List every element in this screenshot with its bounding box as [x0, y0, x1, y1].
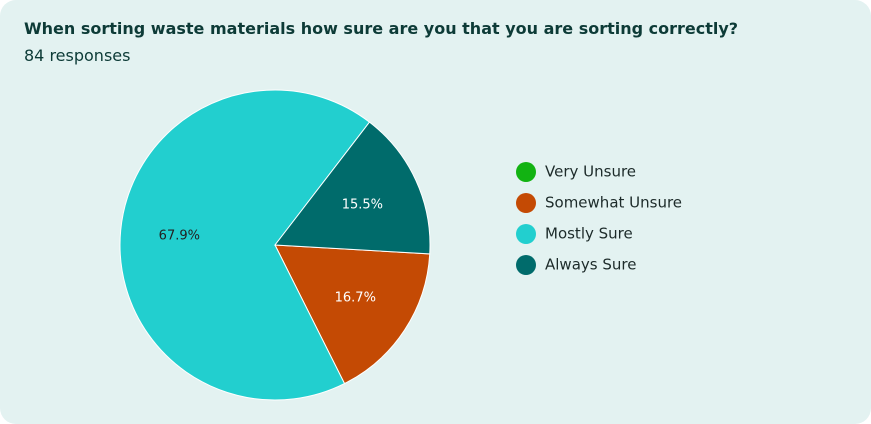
data-label: 67.9% — [159, 228, 200, 243]
legend-label: Always Sure — [545, 256, 636, 274]
legend-label: Very Unsure — [545, 163, 636, 181]
data-label: 15.5% — [342, 198, 383, 213]
legend-label: Mostly Sure — [545, 225, 633, 243]
legend-marker — [516, 193, 536, 213]
pie-slice — [119, 89, 371, 401]
legend-label: Somewhat Unsure — [545, 194, 682, 212]
data-label: 16.7% — [335, 290, 376, 305]
pie-slice — [274, 244, 431, 385]
legend-marker — [516, 162, 536, 182]
legend-marker — [516, 224, 536, 244]
pie-slice — [274, 121, 431, 255]
chart-title: When sorting waste materials how sure ar… — [24, 19, 739, 38]
chart-subtitle: 84 responses — [24, 46, 131, 65]
legend-marker — [516, 255, 536, 275]
